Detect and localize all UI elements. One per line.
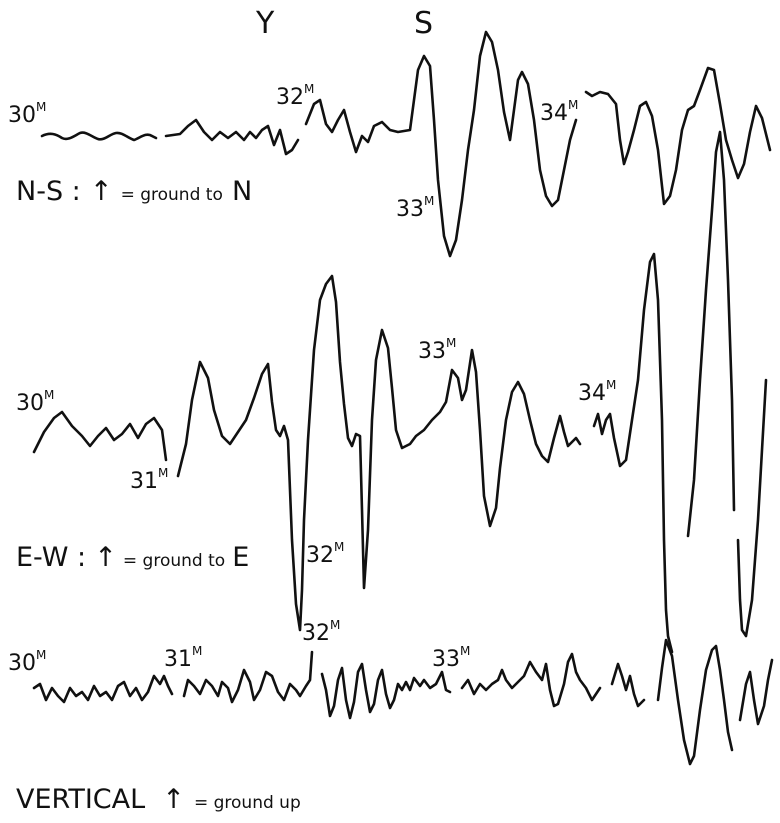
ns-caption: N-S : ↑ = ground to N: [16, 176, 252, 207]
ns-trace-segment-1: [40, 131, 158, 142]
ew-caption: E-W : ↑ = ground to E: [16, 542, 249, 573]
up-arrow-icon: ↑: [162, 784, 185, 815]
vertical-minute-mark-32: 32M: [302, 618, 340, 646]
vertical-trace: [32, 638, 774, 766]
vertical-trace-segment-3: [320, 662, 452, 720]
vertical-minute-mark-31: 31M: [164, 644, 202, 672]
ew-minute-mark-33: 33M: [418, 336, 456, 364]
up-arrow-icon: ↑: [90, 176, 113, 207]
vertical-trace-segment-5: [610, 662, 646, 708]
ew-trace-segment-5: [736, 378, 768, 638]
ns-minute-mark-30: 30M: [8, 100, 46, 128]
vertical-caption-prefix: VERTICAL: [16, 784, 145, 815]
ew-trace-segment-2: [176, 274, 582, 632]
ew-minute-mark-34: 34M: [578, 378, 616, 406]
ns-caption-prefix: N-S :: [16, 176, 81, 207]
ew-caption-prefix: E-W :: [16, 542, 86, 573]
vertical-trace-segment-7: [738, 658, 774, 726]
ns-trace-segment-2: [164, 118, 300, 156]
ew-trace-segment-1: [32, 410, 168, 462]
vertical-trace-segment-1: [32, 674, 174, 704]
vertical-caption: VERTICAL ↑ = ground up: [16, 784, 301, 815]
vertical-trace-segment-6: [656, 638, 734, 766]
ns-minute-mark-33: 33M: [396, 194, 434, 222]
phase-mark-y: Y: [255, 6, 275, 41]
vertical-minute-mark-33: 33M: [432, 644, 470, 672]
vertical-trace-segment-4: [460, 652, 602, 708]
up-arrow-icon: ↑: [94, 542, 117, 573]
ew-trace: [32, 130, 768, 654]
ns-trace-segment-4: [584, 66, 772, 206]
phase-mark-s: S: [414, 6, 433, 41]
ew-trace-segment-4: [686, 130, 736, 538]
ns-minute-mark-32: 32M: [276, 82, 314, 110]
ew-minute-mark-30: 30M: [16, 388, 54, 416]
ns-trace: [40, 30, 772, 258]
vertical-minute-mark-30: 30M: [8, 648, 46, 676]
ew-minute-mark-31: 31M: [130, 466, 168, 494]
ns-trace-segment-3: [304, 30, 578, 258]
ew-minute-mark-32: 32M: [306, 540, 344, 568]
vertical-trace-segment-2: [182, 650, 314, 704]
ew-trace-segment-3: [592, 252, 674, 654]
ns-minute-mark-34: 34M: [540, 98, 578, 126]
